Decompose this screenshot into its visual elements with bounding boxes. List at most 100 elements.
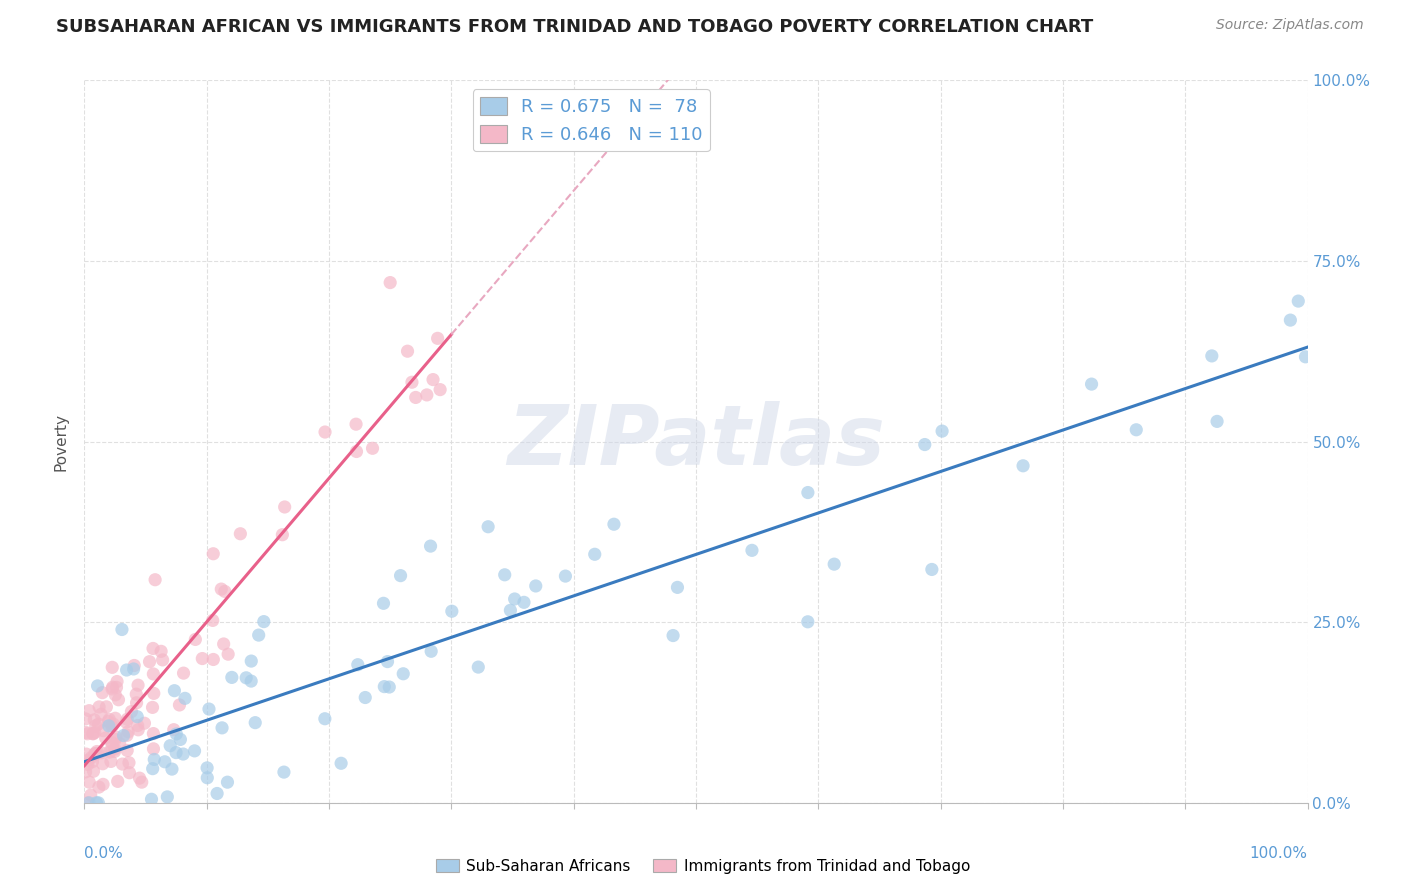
Point [603, 517, 626, 532]
Point [931, 424, 953, 438]
Point [97, 719, 120, 733]
Point [420, 644, 443, 658]
Point [271, 527, 294, 541]
Point [91, 756, 114, 771]
Point [163, 683, 186, 698]
Point [86, 745, 108, 759]
Point [214, 584, 236, 599]
Point [143, 573, 166, 587]
Point [163, 723, 186, 737]
Point [361, 442, 384, 456]
Point [583, 547, 606, 561]
Point [191, 651, 214, 665]
Point [823, 557, 845, 571]
Point [90, 746, 112, 760]
Point [499, 603, 522, 617]
Point [118, 756, 141, 770]
Point [87, 717, 110, 731]
Point [494, 567, 516, 582]
Point [100, 755, 122, 769]
Point [524, 579, 547, 593]
Point [77, 704, 100, 718]
Point [83, 747, 105, 761]
Point [112, 729, 135, 743]
Legend: Sub-Saharan Africans, Immigrants from Trinidad and Tobago: Sub-Saharan Africans, Immigrants from Tr… [429, 853, 977, 880]
Point [229, 526, 252, 541]
Point [83, 764, 105, 779]
Point [152, 653, 174, 667]
Point [217, 647, 239, 661]
Point [440, 604, 463, 618]
Point [127, 718, 149, 732]
Point [477, 520, 499, 534]
Point [115, 663, 138, 677]
Point [156, 789, 179, 804]
Point [273, 500, 295, 514]
Point [380, 276, 402, 290]
Point [159, 739, 181, 753]
Point [86, 747, 108, 761]
Point [1286, 294, 1309, 309]
Point [205, 787, 228, 801]
Y-axis label: Poverty: Poverty [53, 412, 69, 471]
Point [138, 655, 160, 669]
Point [127, 709, 149, 723]
Point [101, 660, 124, 674]
Point [117, 724, 139, 739]
Point [76, 796, 98, 810]
Point [115, 728, 138, 742]
Point [169, 698, 191, 712]
Point [111, 757, 134, 772]
Point [554, 569, 576, 583]
Point [426, 331, 449, 345]
Point [212, 637, 235, 651]
Point [97, 714, 120, 729]
Point [467, 660, 489, 674]
Point [82, 755, 104, 769]
Point [1295, 350, 1317, 364]
Point [1080, 377, 1102, 392]
Point [666, 581, 689, 595]
Point [76, 757, 98, 772]
Point [98, 745, 121, 759]
Point [103, 717, 125, 731]
Point [134, 716, 156, 731]
Point [76, 753, 98, 767]
Point [797, 485, 820, 500]
Point [75, 712, 97, 726]
Point [142, 641, 165, 656]
Point [165, 727, 187, 741]
Point [101, 739, 124, 754]
Point [401, 376, 423, 390]
Point [240, 654, 263, 668]
Point [195, 771, 218, 785]
Point [396, 344, 419, 359]
Point [104, 742, 127, 756]
Point [105, 730, 128, 744]
Point [174, 691, 197, 706]
Text: 0.0%: 0.0% [84, 847, 124, 861]
Point [141, 700, 163, 714]
Point [173, 666, 195, 681]
Point [503, 592, 526, 607]
Point [104, 744, 127, 758]
Point [83, 725, 105, 739]
Point [195, 761, 218, 775]
Point [202, 652, 225, 666]
Point [91, 686, 114, 700]
Point [253, 615, 276, 629]
Point [125, 696, 148, 710]
Text: Source: ZipAtlas.com: Source: ZipAtlas.com [1216, 18, 1364, 32]
Point [184, 632, 207, 647]
Point [142, 741, 165, 756]
Point [314, 712, 336, 726]
Point [101, 719, 124, 733]
Point [513, 595, 536, 609]
Point [169, 732, 191, 747]
Point [142, 667, 165, 681]
Point [90, 707, 112, 722]
Point [127, 678, 149, 692]
Point [111, 623, 134, 637]
Point [75, 725, 97, 739]
Point [1012, 458, 1035, 473]
